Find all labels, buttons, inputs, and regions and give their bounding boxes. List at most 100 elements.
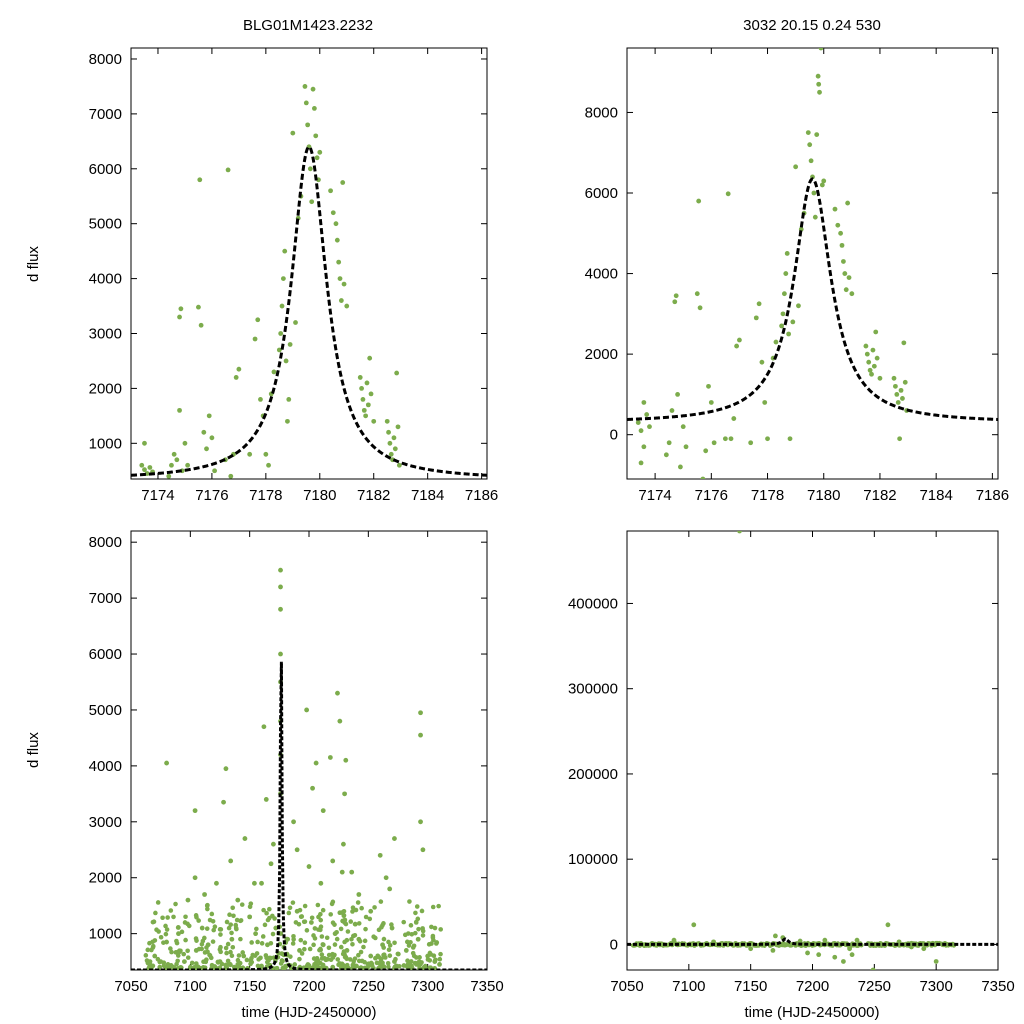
data-point [249,940,254,945]
x-tick-label: 7182 [863,487,896,504]
data-point [734,343,740,349]
data-point [235,962,241,967]
y-axis-label: d flux [25,246,42,282]
data-point [818,48,824,51]
data-point [797,938,803,944]
data-point [228,949,233,955]
data-point [414,955,419,960]
data-point [302,903,308,909]
data-point [266,462,271,468]
data-point [326,945,332,951]
data-point [793,164,799,170]
data-point [420,933,426,938]
y-tick-label: 3000 [89,326,122,343]
data-point [418,710,423,716]
data-point [223,962,229,968]
data-point [429,924,434,930]
data-point [385,960,391,966]
data-point [228,858,234,864]
data-point [302,84,308,89]
chart-title-right: 3032 20.15 0.24 530 [743,17,881,34]
data-point [282,964,288,970]
data-point [252,953,258,958]
data-point [278,651,283,657]
x-tick-label: 7250 [858,978,891,995]
data-point [330,858,336,864]
data-point [334,237,340,243]
data-point [864,351,870,357]
y-tick-label: 5000 [89,216,122,233]
data-point [271,369,277,375]
data-point [211,964,217,970]
chart-panel-top-left: 7174 7176 7178 7180 7182 7184 7186 1000 2000 3000… [25,47,498,504]
data-point [183,937,188,943]
data-point [748,946,754,952]
data-point [383,875,389,881]
data-point [221,799,226,805]
data-point [259,941,265,946]
data-point [279,958,285,963]
data-point [358,949,364,955]
y-tick-label: 3000 [89,814,122,831]
data-point [350,941,355,947]
data-point [845,200,851,206]
data-point [678,464,683,470]
data-point [329,901,335,907]
data-point [673,293,679,299]
plot-area [131,84,487,479]
data-point [318,927,323,933]
data-point [178,306,184,312]
data-point [842,271,848,276]
data-point [223,945,229,951]
data-point [263,451,269,457]
data-point [352,956,358,961]
data-point [313,760,319,766]
data-point [268,861,274,867]
x-tick-label: 7200 [796,978,829,995]
data-point [263,797,269,802]
data-point [819,182,825,188]
y-tick-label: 2000 [89,870,122,887]
data-point [192,808,198,814]
data-point [780,311,786,317]
y-tick-label: 8000 [89,51,122,68]
data-point [377,961,383,967]
data-point [320,808,326,814]
data-point [849,952,855,958]
x-tick-label: 7178 [249,487,282,504]
data-point [387,886,393,892]
data-point [841,259,846,264]
data-point [229,936,235,942]
data-point [816,952,822,958]
data-point [177,314,182,320]
data-point [821,178,827,184]
data-point [185,948,190,954]
data-point [187,964,193,970]
data-point [229,953,235,959]
x-tick-label: 7176 [195,487,228,504]
chart-panel-bottom-right: 7050 7100 7150 7200 7250 7300 7350 0 100000 20000… [568,530,1015,1021]
data-point [193,936,199,941]
data-point [870,347,876,353]
data-point [157,964,163,970]
data-point [164,939,170,945]
data-point [392,446,398,452]
data-point [418,819,423,825]
data-point [182,440,188,446]
data-point [894,392,900,397]
data-point [395,424,401,430]
data-point [773,339,779,345]
data-point [790,319,796,325]
data-point [308,920,314,925]
data-point [362,938,368,944]
x-tick-label: 7180 [303,487,336,504]
data-point [691,922,697,928]
data-point [337,276,343,281]
data-point [363,914,369,920]
data-point [805,130,811,135]
data-point [156,929,161,934]
y-tick-label: 0 [610,427,618,444]
x-tick-label: 7100 [174,978,207,995]
data-point [330,210,336,216]
data-point [900,396,905,401]
